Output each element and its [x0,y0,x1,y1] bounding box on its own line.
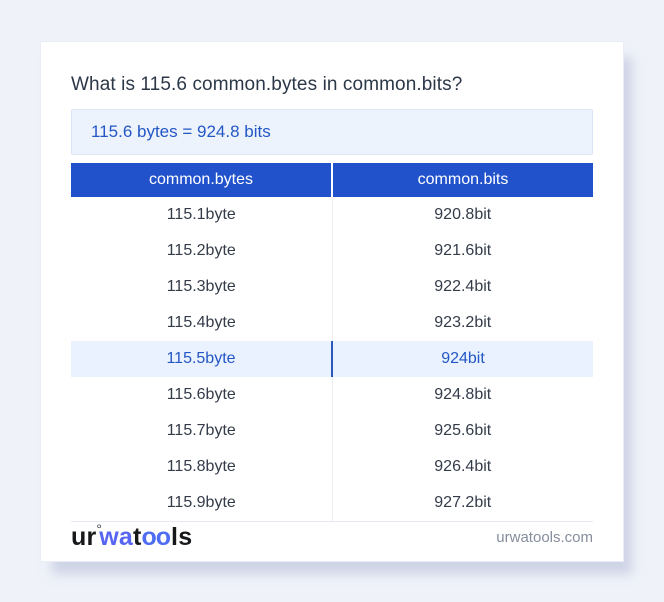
logo-text-ur: ur [71,522,97,551]
table-body: 115.1byte 920.8bit 115.2byte 921.6bit 11… [71,197,593,521]
urwatools-logo[interactable]: ur°watools [71,520,193,552]
bytes-cell[interactable]: 115.2byte [71,233,333,269]
converter-card: What is 115.6 common.bytes in common.bit… [40,41,624,562]
logo-text-t: t [132,522,142,551]
page-title: What is 115.6 common.bytes in common.bit… [71,74,463,95]
conversion-result-box: 115.6 bytes = 924.8 bits [71,109,593,155]
logo-text-ls: ls [171,522,193,551]
logo-text-wa: wa [99,522,133,551]
bits-cell[interactable]: 924.8bit [434,386,492,403]
bits-cell[interactable]: 923.2bit [434,314,492,331]
bits-cell[interactable]: 924bit [441,350,485,367]
table-row[interactable]: 115.2byte 921.6bit [71,233,593,269]
table-row[interactable]: 115.7byte 925.6bit [71,413,593,449]
bits-cell[interactable]: 922.4bit [434,278,492,295]
bits-cell[interactable]: 925.6bit [434,422,492,439]
conversion-result-text: 115.6 bytes = 924.8 bits [91,122,271,141]
bytes-cell[interactable]: 115.1byte [71,197,333,233]
logo-text-oo: oo [141,522,172,551]
bytes-cell[interactable]: 115.5byte [71,341,333,377]
bits-cell[interactable]: 920.8bit [434,206,492,223]
table-row[interactable]: 115.1byte 920.8bit [71,197,593,233]
bits-cell[interactable]: 926.4bit [434,458,492,475]
bytes-cell[interactable]: 115.8byte [71,449,333,485]
logo-ring-icon: ° [96,520,103,537]
table-row[interactable]: 115.6byte 924.8bit [71,377,593,413]
site-url: urwatools.com [496,528,593,546]
table-header-row: common.bytes common.bits [71,163,593,197]
bytes-cell[interactable]: 115.7byte [71,413,333,449]
column-header-bits: common.bits [333,163,593,197]
column-header-bytes: common.bytes [71,163,333,197]
table-row[interactable]: 115.9byte 927.2bit [71,485,593,521]
table-row[interactable]: 115.5byte 924bit [71,341,593,377]
bytes-cell[interactable]: 115.6byte [71,377,333,413]
bits-cell[interactable]: 927.2bit [434,494,492,511]
bytes-cell[interactable]: 115.4byte [71,305,333,341]
table-row[interactable]: 115.8byte 926.4bit [71,449,593,485]
bytes-cell[interactable]: 115.3byte [71,269,333,305]
table-row[interactable]: 115.4byte 923.2bit [71,305,593,341]
table-row[interactable]: 115.3byte 922.4bit [71,269,593,305]
bits-cell[interactable]: 921.6bit [434,242,492,259]
conversion-table: common.bytes common.bits 115.1byte 920.8… [71,163,593,522]
card-footer: ur°watools urwatools.com [41,519,623,561]
bytes-cell[interactable]: 115.9byte [71,485,333,521]
